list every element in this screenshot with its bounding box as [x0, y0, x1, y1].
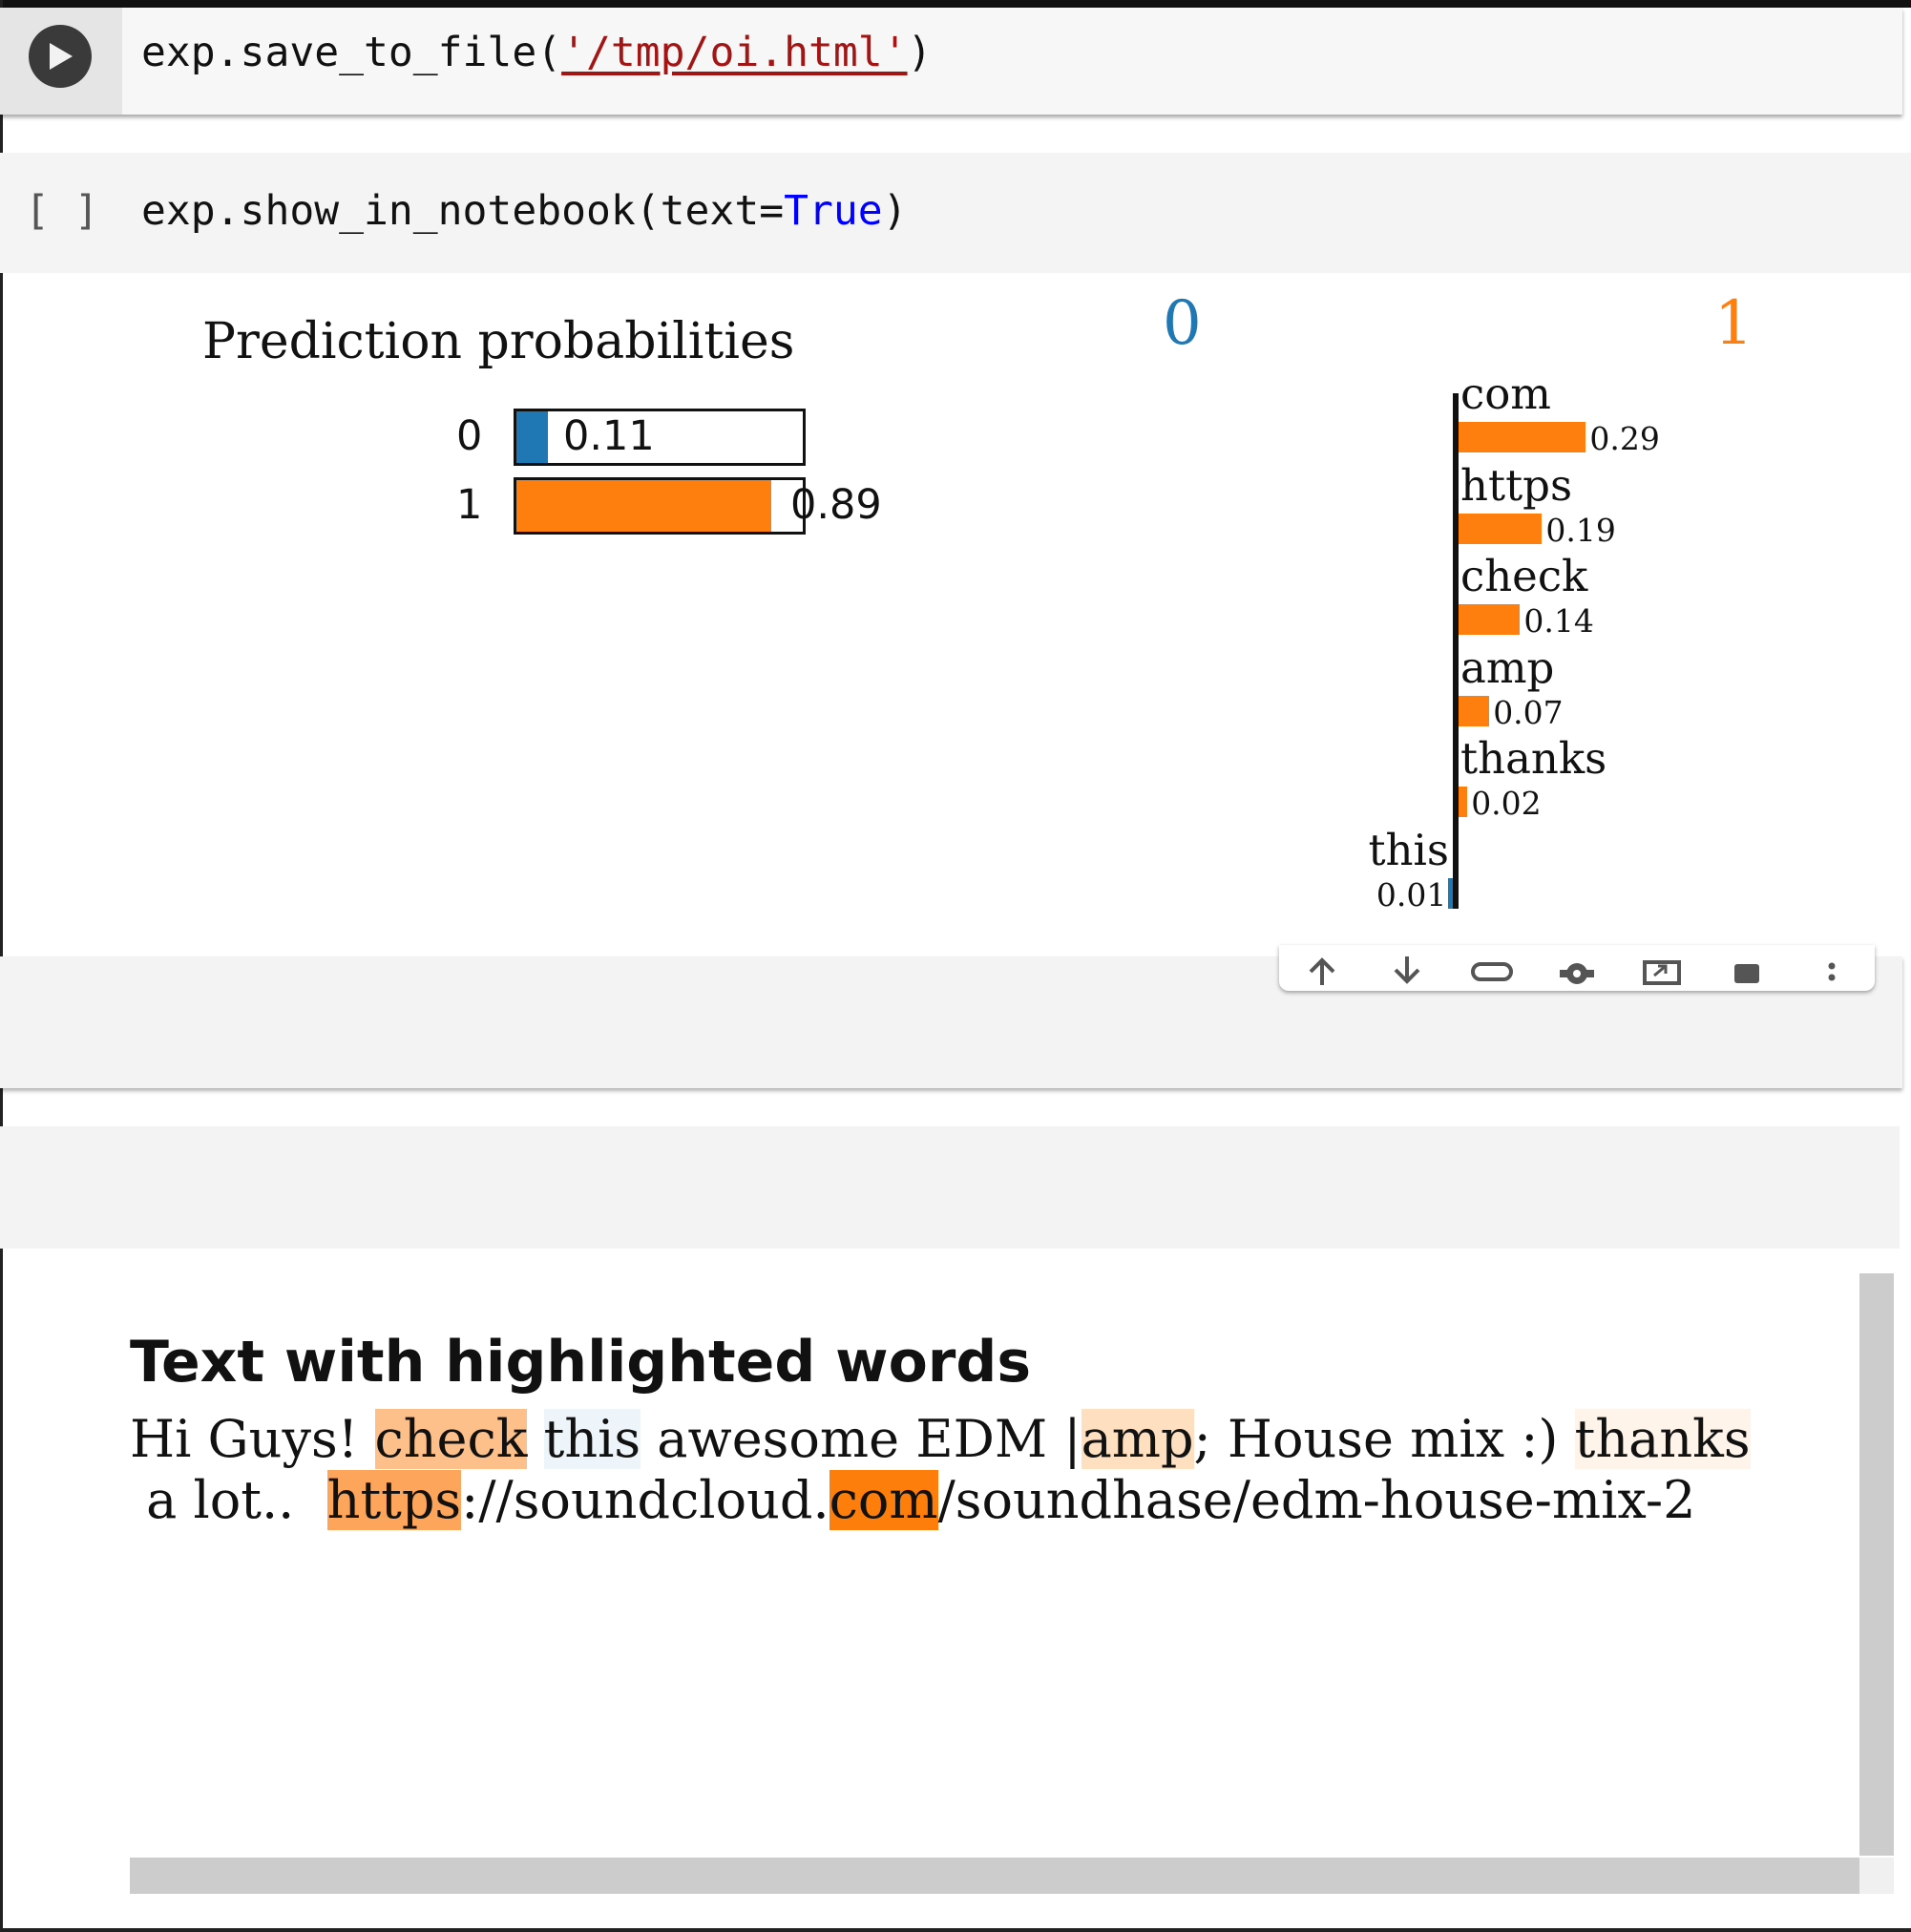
window-top-border — [0, 0, 1911, 8]
feature-value-this: 0.01 — [1376, 875, 1447, 914]
code-text: exp.show_in_notebook(text= — [141, 187, 785, 235]
feature-name-com: com — [1460, 368, 1551, 419]
feature-bar-thanks — [1459, 787, 1468, 817]
feature-bar-amp — [1459, 695, 1490, 726]
highlight-word-check: check — [374, 1409, 528, 1469]
text-segment: a lot.. — [130, 1470, 327, 1530]
open-external-icon[interactable] — [1639, 951, 1685, 985]
feature-value-check: 0.14 — [1523, 602, 1594, 640]
code-string-literal: '/tmp/oi.html' — [561, 29, 908, 76]
code-text: ) — [907, 29, 933, 76]
text-segment: awesome EDM | — [640, 1409, 1082, 1469]
link-icon[interactable] — [1469, 951, 1515, 985]
prob-bar-0 — [514, 409, 806, 466]
execution-count-brackets[interactable]: [ ] — [25, 187, 99, 235]
code-cell-save[interactable] — [0, 8, 1902, 115]
class-header-0: 0 — [1163, 288, 1202, 359]
prob-bar-fill-0 — [516, 411, 548, 463]
text-segment: /soundhase/edm-house-mix-2 — [937, 1470, 1696, 1530]
horizontal-scrollbar[interactable] — [130, 1858, 1859, 1894]
feature-value-amp: 0.07 — [1493, 693, 1564, 731]
play-icon — [50, 43, 73, 70]
vertical-scrollbar[interactable] — [1859, 1273, 1894, 1856]
text-segment — [527, 1409, 543, 1469]
class-header-1: 1 — [1714, 288, 1754, 359]
code-text: ) — [882, 187, 908, 235]
feature-bar-this — [1448, 877, 1453, 909]
highlight-word-https: https — [326, 1470, 462, 1530]
feature-name-this: this — [1368, 824, 1449, 875]
highlight-word-amp: amp — [1081, 1409, 1194, 1469]
feature-bar-com — [1459, 422, 1586, 452]
text-segment: ://soundcloud. — [461, 1470, 830, 1530]
prob-value-0: 0.11 — [563, 412, 655, 460]
code-text: exp.save_to_file( — [141, 29, 562, 76]
prediction-probabilities-title: Prediction probabilities — [202, 313, 795, 370]
feature-bar-https — [1459, 513, 1543, 544]
window-bottom-border — [0, 1928, 1911, 1932]
code-keyword: True — [784, 187, 883, 235]
code-cell-show[interactable] — [0, 153, 1911, 273]
prob-bar-1 — [514, 477, 806, 535]
text-segment: Hi Guys! — [130, 1409, 375, 1469]
run-cell-button[interactable] — [29, 25, 92, 88]
arrow-up-icon[interactable] — [1299, 951, 1345, 985]
feature-value-thanks: 0.02 — [1471, 785, 1542, 822]
feature-name-https: https — [1460, 459, 1573, 511]
highlighted-text-title: Text with highlighted words — [130, 1329, 1032, 1396]
highlight-word-com: com — [829, 1470, 938, 1530]
delete-icon[interactable] — [1724, 951, 1770, 985]
code-line-save[interactable]: exp.save_to_file('/tmp/oi.html') — [141, 29, 932, 76]
feature-name-check: check — [1460, 551, 1588, 601]
prob-label-1: 1 — [456, 481, 483, 529]
prob-label-0: 0 — [456, 412, 483, 460]
gear-icon[interactable] — [1554, 951, 1600, 985]
prob-value-1: 0.89 — [790, 481, 882, 529]
scrollbar-corner — [1859, 1858, 1894, 1894]
feature-bar-check — [1459, 604, 1521, 635]
code-line-show[interactable]: exp.show_in_notebook(text=True) — [141, 187, 908, 235]
highlight-word-thanks: thanks — [1574, 1409, 1751, 1469]
more-vert-icon[interactable] — [1809, 951, 1855, 985]
feature-chart-axis — [1453, 393, 1459, 909]
feature-name-thanks: thanks — [1460, 733, 1607, 784]
cell-toolbar — [1279, 945, 1875, 991]
highlight-word-this: this — [543, 1409, 641, 1469]
arrow-down-icon[interactable] — [1384, 951, 1430, 985]
highlighted-text-body: Hi Guys! check this awesome EDM |amp; Ho… — [130, 1409, 1848, 1531]
feature-value-com: 0.29 — [1589, 420, 1660, 457]
text-segment: ; House mix :) — [1193, 1409, 1575, 1469]
feature-name-amp: amp — [1460, 641, 1555, 693]
output-separator-band — [0, 1126, 1900, 1249]
feature-value-https: 0.19 — [1545, 511, 1616, 549]
prob-bar-fill-1 — [516, 480, 771, 532]
